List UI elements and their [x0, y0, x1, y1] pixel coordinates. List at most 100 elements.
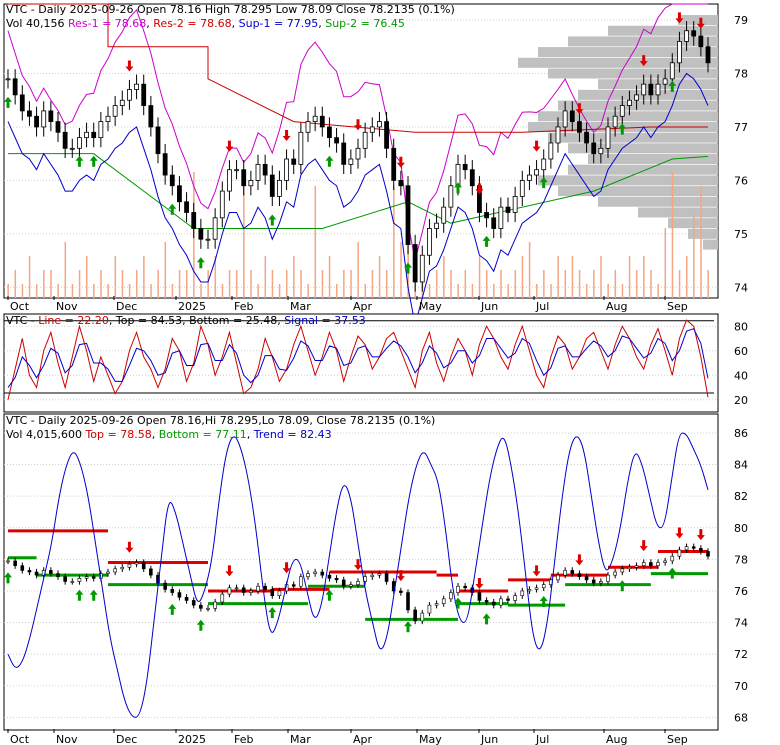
candle-body: [227, 169, 232, 192]
candle-body: [170, 589, 175, 593]
candle-body: [369, 126, 375, 133]
down-arrow-marker: [675, 12, 684, 24]
candle-body: [356, 581, 360, 585]
up-arrow-marker: [539, 177, 548, 189]
volume-bar: [393, 186, 395, 298]
volume-bar: [600, 256, 602, 298]
candle-body: [34, 115, 39, 128]
candle-body: [205, 238, 211, 241]
volume-profile-bar: [568, 143, 718, 154]
down-arrow-marker: [396, 156, 405, 168]
volume-profile-bar: [538, 47, 718, 58]
volume-bar: [85, 256, 88, 298]
candle-body: [63, 576, 67, 582]
candle-body: [184, 201, 189, 213]
volume-bar: [93, 284, 95, 298]
candle-body: [562, 110, 568, 128]
candle-body: [648, 83, 654, 96]
x-tick-label: Feb: [234, 733, 253, 745]
candle-body: [269, 174, 275, 197]
volume-bar: [657, 284, 659, 298]
candle-body: [341, 142, 347, 165]
up-arrow-marker: [404, 262, 412, 274]
candle-body: [449, 592, 453, 600]
candle-body: [20, 565, 25, 571]
volume-bar: [100, 270, 102, 298]
candle-body: [84, 576, 89, 579]
up-arrow-marker: [668, 80, 677, 92]
volume-bar: [571, 256, 574, 298]
volume-profile-bar: [608, 25, 718, 36]
candle-body: [599, 581, 603, 584]
panel-frame: [3, 313, 719, 413]
candle-body: [312, 115, 318, 123]
x-tick-label: Nov: [56, 733, 78, 745]
candle-body: [241, 169, 247, 187]
candle-body: [613, 571, 617, 576]
volume-bar: [471, 284, 474, 298]
volume-bar: [21, 284, 24, 298]
candle-body: [219, 190, 225, 219]
volume-bar: [78, 270, 81, 298]
volume-bar: [43, 270, 45, 298]
candle-body: [462, 163, 468, 171]
candle-body: [127, 563, 132, 568]
candle-body: [620, 568, 625, 573]
x-tick-label: Sep: [667, 300, 688, 313]
volume-bar: [28, 256, 31, 298]
x-tick-label: Mar: [290, 300, 311, 313]
candle-body: [584, 576, 589, 581]
candle-body: [155, 126, 161, 155]
volume-bar: [671, 172, 674, 298]
volume-profile-bar: [678, 15, 718, 26]
candle-body: [234, 587, 239, 590]
x-tick-label: Mar: [290, 733, 311, 745]
down-arrow-marker: [125, 60, 134, 72]
up-arrow-marker: [89, 155, 98, 167]
candle-body: [277, 179, 282, 197]
volume-bar: [457, 284, 459, 298]
down-arrow-marker: [125, 541, 134, 553]
candle-body: [313, 571, 317, 574]
candle-body: [655, 83, 661, 96]
down-arrow-marker: [575, 554, 584, 566]
volume-profile-bar: [568, 36, 718, 47]
volume-bar: [685, 256, 688, 298]
up-arrow-marker: [618, 580, 627, 592]
candle-body: [684, 546, 689, 551]
volume-bar: [643, 256, 645, 298]
volume-bar: [664, 228, 667, 298]
volume-bar: [521, 256, 524, 298]
candle-body: [220, 593, 225, 603]
candle-body: [291, 584, 296, 587]
candle-body: [434, 222, 439, 229]
candle-body: [669, 62, 675, 80]
volume-bar: [64, 242, 67, 298]
volume-bar: [14, 270, 17, 298]
volume-bar: [235, 270, 238, 298]
candle-body: [341, 579, 346, 587]
candle-body: [319, 115, 325, 128]
volume-bar: [364, 284, 367, 298]
x-tick-label: Dec: [116, 733, 137, 745]
down-arrow-marker: [675, 527, 684, 539]
candle-body: [398, 179, 404, 187]
candle-body: [120, 566, 125, 570]
x-tick-label: Apr: [353, 733, 373, 745]
candle-body: [441, 206, 447, 224]
candle-body: [555, 126, 561, 144]
candle-body: [163, 582, 167, 590]
candle-body: [91, 576, 96, 579]
volume-bar: [478, 256, 481, 298]
candle-body: [334, 578, 339, 581]
up-arrow-marker: [168, 603, 177, 615]
up-arrow-marker: [4, 572, 12, 584]
y-tick-label: 76: [734, 585, 748, 598]
volume-profile-bar: [688, 228, 718, 239]
volume-bar: [564, 270, 567, 298]
candle-body: [191, 600, 196, 606]
trend-chart-title: VTC - Daily 2025-09-26 Open 78.16,Hi 78.…: [6, 414, 435, 427]
volume-bar: [650, 270, 652, 298]
volume-bar: [257, 284, 259, 298]
candle-body: [491, 601, 496, 606]
